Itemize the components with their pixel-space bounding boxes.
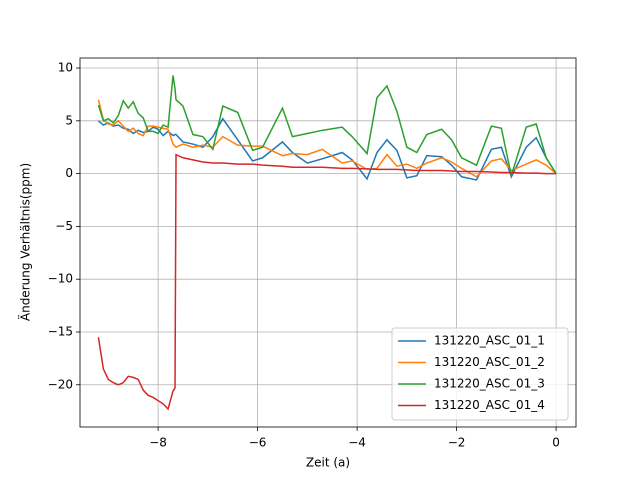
series-line xyxy=(97,117,557,181)
series-line xyxy=(97,153,557,411)
y-tick-label: 10 xyxy=(58,61,73,75)
x-tick-label: 0 xyxy=(552,436,560,450)
x-axis-label: Zeit (a) xyxy=(306,456,350,470)
legend-label: 131220_ASC_01_2 xyxy=(434,355,545,369)
legend-label: 131220_ASC_01_3 xyxy=(434,377,545,391)
y-tick-label: 5 xyxy=(65,113,73,127)
series-line xyxy=(97,99,557,178)
x-tick-label: −8 xyxy=(149,436,167,450)
y-tick-label: −10 xyxy=(48,272,73,286)
legend-label: 131220_ASC_01_4 xyxy=(434,398,545,412)
y-tick-label: −5 xyxy=(55,219,73,233)
y-tick-label: 0 xyxy=(65,166,73,180)
legend-label: 131220_ASC_01_1 xyxy=(434,334,545,348)
series-line xyxy=(97,75,557,176)
legend-box xyxy=(391,327,569,421)
y-tick-label: −20 xyxy=(48,377,73,391)
y-tick-label: −15 xyxy=(48,324,73,338)
y-axis-label: Änderung Verhältnis(ppm) xyxy=(18,163,33,321)
plot-frame xyxy=(79,57,577,428)
x-tick-label: −2 xyxy=(448,436,466,450)
x-tick-label: −6 xyxy=(249,436,267,450)
x-tick-label: −4 xyxy=(348,436,366,450)
